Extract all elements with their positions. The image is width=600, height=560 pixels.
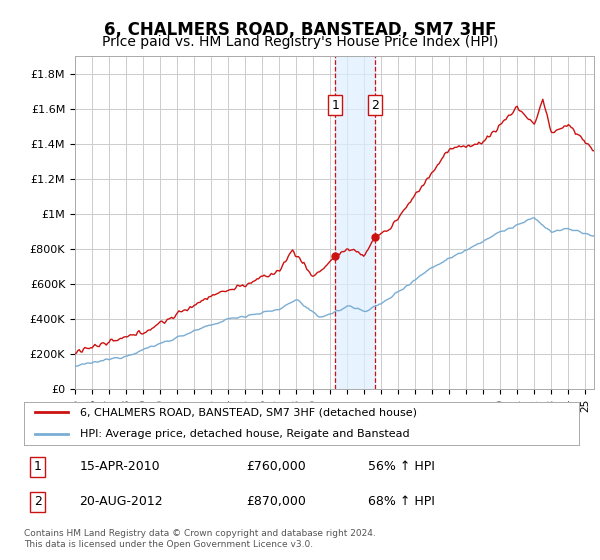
Text: Price paid vs. HM Land Registry's House Price Index (HPI): Price paid vs. HM Land Registry's House …	[102, 35, 498, 49]
Text: £760,000: £760,000	[246, 460, 306, 473]
Text: Contains HM Land Registry data © Crown copyright and database right 2024.
This d: Contains HM Land Registry data © Crown c…	[24, 529, 376, 549]
Text: 15-APR-2010: 15-APR-2010	[79, 460, 160, 473]
Bar	[335, 56, 375, 389]
Text: HPI: Average price, detached house, Reigate and Banstead: HPI: Average price, detached house, Reig…	[79, 430, 409, 439]
Text: 2: 2	[34, 495, 42, 508]
Text: 56% ↑ HPI: 56% ↑ HPI	[368, 460, 435, 473]
Text: 20-AUG-2012: 20-AUG-2012	[79, 495, 163, 508]
Text: 6, CHALMERS ROAD, BANSTEAD, SM7 3HF (detached house): 6, CHALMERS ROAD, BANSTEAD, SM7 3HF (det…	[79, 408, 416, 417]
Text: £870,000: £870,000	[246, 495, 306, 508]
Text: 6, CHALMERS ROAD, BANSTEAD, SM7 3HF: 6, CHALMERS ROAD, BANSTEAD, SM7 3HF	[104, 21, 496, 39]
Text: 2: 2	[371, 99, 379, 111]
Text: 1: 1	[331, 99, 339, 111]
Text: 68% ↑ HPI: 68% ↑ HPI	[368, 495, 435, 508]
Text: 1: 1	[34, 460, 42, 473]
